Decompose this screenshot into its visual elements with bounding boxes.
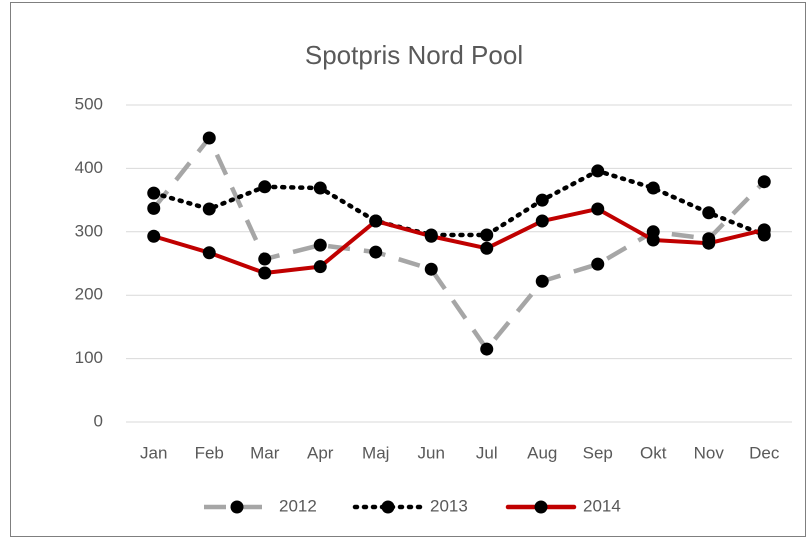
legend-label: 2014 [583, 496, 621, 515]
data-point [424, 229, 438, 243]
data-point [147, 186, 161, 200]
x-tick-label: Dec [749, 443, 780, 462]
y-tick-label: 200 [75, 285, 103, 304]
legend-marker [230, 500, 244, 514]
data-point [313, 260, 327, 274]
legend-label: 2012 [279, 496, 317, 515]
x-tick-label: Jun [418, 443, 445, 462]
data-point [591, 257, 605, 271]
data-point [646, 181, 660, 195]
x-tick-label: Sep [583, 443, 613, 462]
series-line [151, 135, 766, 352]
data-point [313, 181, 327, 195]
series-line [151, 168, 767, 238]
data-point [702, 206, 716, 220]
legend-marker [381, 500, 395, 514]
data-point [480, 228, 494, 242]
data-point [369, 245, 383, 259]
data-point [646, 233, 660, 247]
data-point [202, 202, 216, 216]
data-point [757, 175, 771, 189]
legend-label: 2013 [430, 496, 468, 515]
x-tick-label: Mar [250, 443, 280, 462]
x-tick-label: Jul [476, 443, 498, 462]
chart-frame [10, 2, 806, 537]
x-tick-label: Aug [527, 443, 557, 462]
x-tick-label: Nov [694, 443, 725, 462]
data-point [147, 201, 161, 215]
data-point [535, 193, 549, 207]
data-point [535, 274, 549, 288]
legend-marker [534, 500, 548, 514]
data-point [369, 214, 383, 228]
series-line [151, 206, 767, 276]
data-point [258, 180, 272, 194]
data-point [757, 223, 771, 237]
y-tick-label: 0 [94, 411, 103, 430]
data-point [147, 229, 161, 243]
x-tick-label: Apr [307, 443, 334, 462]
chart-title: Spotpris Nord Pool [305, 40, 523, 70]
data-point [591, 164, 605, 178]
y-tick-label: 100 [75, 348, 103, 367]
data-point [702, 236, 716, 250]
x-tick-label: Okt [640, 443, 667, 462]
y-tick-label: 400 [75, 158, 103, 177]
y-tick-label: 300 [75, 221, 103, 240]
x-tick-label: Jan [140, 443, 167, 462]
data-point [480, 342, 494, 356]
data-point [480, 241, 494, 255]
y-tick-label: 500 [75, 94, 103, 113]
data-point [202, 246, 216, 260]
x-tick-label: Feb [195, 443, 224, 462]
data-point [424, 262, 438, 276]
data-point [202, 131, 216, 145]
data-point [591, 202, 605, 216]
data-point [313, 238, 327, 252]
x-tick-label: Maj [362, 443, 389, 462]
data-point [258, 266, 272, 280]
data-point [535, 214, 549, 228]
data-point [258, 252, 272, 266]
